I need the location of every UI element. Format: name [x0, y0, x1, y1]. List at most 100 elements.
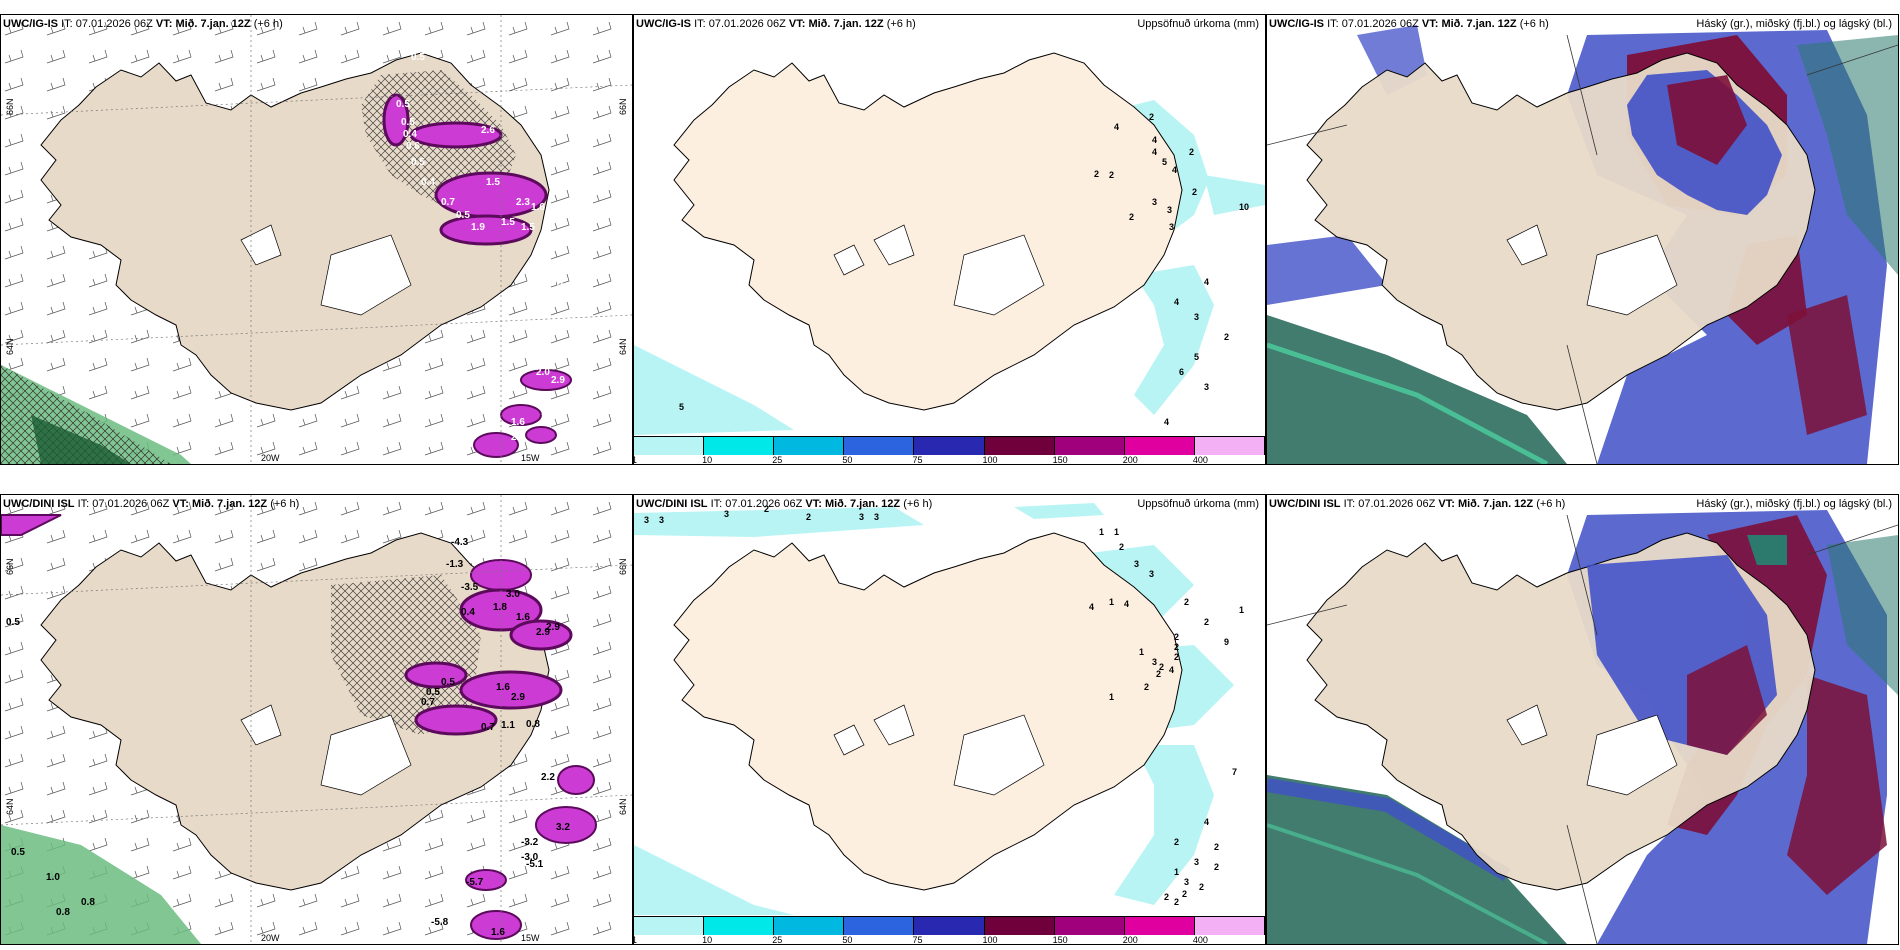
lat-label: 64N [5, 338, 15, 355]
precip-label: 7 [1232, 767, 1237, 777]
precip-label: 4 [1174, 297, 1179, 307]
temperature-label: 1.6 [516, 612, 530, 623]
temperature-label: 1.8 [493, 602, 507, 613]
precip-label: 2 [1199, 882, 1204, 892]
precip-label: 4 [1152, 147, 1157, 157]
precip-label: 6 [1179, 367, 1184, 377]
precip-label: 2 [1214, 862, 1219, 872]
precip-label: 3 [1184, 877, 1189, 887]
precip-label: 4 [1172, 165, 1177, 175]
temperature-label: 1.6 [511, 417, 525, 428]
temperature-label: 0.5 [456, 210, 470, 221]
colorbar-tick-label: 50 [842, 455, 853, 465]
panel-header: UWC/IG-IS IT: 07.01.2026 06Z VT: Mið. 7.… [3, 18, 283, 30]
temperature-label: 1.5 [486, 177, 500, 188]
temperature-label: 0.7 [551, 277, 565, 288]
map-canvas: -4.3-1.3-3.50.43.01.81.62.90.50.50.71.62… [1, 495, 632, 944]
map-canvas [1267, 510, 1898, 944]
map-canvas [1267, 25, 1898, 464]
colorbar-swatch [1124, 917, 1195, 935]
panel-ig-wind-temp: UWC/IG-IS IT: 07.01.2026 06Z VT: Mið. 7.… [0, 14, 633, 465]
precip-label: 3 [874, 512, 879, 522]
precip-label: 3 [1152, 197, 1157, 207]
temperature-label: 0.7 [441, 197, 455, 208]
temperature-label: 2.2 [541, 772, 555, 783]
precip-colorbar: 1 10 25 50 75 100 150 200 400 [634, 436, 1265, 464]
precip-label: 3 [659, 515, 664, 525]
lon-label: 15W [521, 933, 540, 943]
temperature-label: 3.5 [541, 412, 555, 423]
lat-label: 64N [618, 798, 628, 815]
lat-label: 66N [618, 558, 628, 575]
colorbar-swatch [704, 437, 775, 455]
temperature-label: 0.4 [461, 607, 475, 618]
colorbar-tick-label: 25 [772, 935, 783, 945]
precip-label: 3 [1149, 569, 1154, 579]
colorbar-tick-label: 100 [982, 455, 998, 465]
colorbar-tick-label: 400 [1192, 455, 1208, 465]
temperature-label: 1.5 [501, 217, 515, 228]
precip-label: 4 [1169, 665, 1174, 675]
colorbar-swatch [1194, 917, 1265, 935]
lat-label: 64N [618, 338, 628, 355]
precip-label: 2 [1174, 632, 1179, 642]
temperature-label: 0.8 [56, 907, 70, 918]
colorbar-swatch [774, 917, 845, 935]
temperature-label: -3.0 [521, 852, 539, 863]
precip-label: 3 [1152, 657, 1157, 667]
temperature-label: 2.0 [536, 367, 550, 378]
temperature-label: 2.6 [481, 125, 495, 136]
precip-label: 4 [1089, 602, 1094, 612]
temperature-label: 2.9 [526, 392, 540, 403]
panel-field-title: Uppsöfnuð úrkoma (mm) [1137, 498, 1259, 510]
temperature-label: 0.8 [526, 719, 540, 730]
temperature-label: 0.5 [441, 677, 455, 688]
colorbar-swatch [634, 437, 705, 455]
precip-label: 4 [1204, 817, 1209, 827]
temperature-label: 1.6 [531, 202, 545, 213]
precip-label: 3 [1204, 382, 1209, 392]
precip-label: 4 [1164, 417, 1169, 427]
temperature-label: 0.5 [6, 617, 20, 628]
colorbar-tick-label: 200 [1122, 935, 1138, 945]
lat-label: 66N [5, 98, 15, 115]
temperature-label: -4.3 [451, 537, 469, 548]
temperature-label: 2.9 [546, 622, 560, 633]
precip-label: 9 [1224, 637, 1229, 647]
panel-header: UWC/DINI ISL IT: 07.01.2026 06Z VT: Mið.… [3, 498, 300, 510]
temperature-label: 0.5 [396, 99, 410, 110]
colorbar-tick-label: 1 [634, 455, 637, 464]
panel-dini-wind-temp: UWC/DINI ISL IT: 07.01.2026 06Z VT: Mið.… [0, 494, 633, 945]
precip-label: 3 [724, 509, 729, 519]
lon-label: 15W [521, 453, 540, 463]
panel-ig-precip: UWC/IG-IS IT: 07.01.2026 06Z VT: Mið. 7.… [633, 14, 1266, 465]
colorbar-tick-label: 75 [912, 455, 923, 465]
precip-label: 4 [1204, 277, 1209, 287]
temperature-label: -5.8 [431, 917, 449, 928]
temperature-label: 3.2 [556, 822, 570, 833]
temperature-label: 2.9 [511, 692, 525, 703]
precip-label: 2 [1174, 652, 1179, 662]
temperature-label: 1.5 [521, 222, 535, 233]
precip-label: 4 [1114, 122, 1119, 132]
precip-label: 4 [1152, 135, 1157, 145]
colorbar-swatch [844, 917, 915, 935]
temperature-label: 0.5 [411, 157, 425, 168]
map-canvas: 0.50.50.50.50.40.60.50.42.61.50.70.51.9 1… [1, 15, 632, 464]
precip-label: 5 [679, 402, 684, 412]
colorbar-swatch [704, 917, 775, 935]
colorbar-tick-label: 150 [1052, 455, 1068, 465]
temperature-label: 0.8 [81, 897, 95, 908]
precip-label: 2 [1174, 642, 1179, 652]
colorbar-swatch [1124, 437, 1195, 455]
precip-label: 3 [1194, 312, 1199, 322]
precip-label: 1 [1239, 605, 1244, 615]
precip-label: 10 [1239, 202, 1249, 212]
temperature-label: 0.4 [421, 177, 435, 188]
lat-label: 64N [5, 798, 15, 815]
colorbar-swatch [1194, 437, 1265, 455]
temperature-label: 2.9 [551, 375, 565, 386]
precip-label: 2 [1094, 169, 1099, 179]
temperature-label: 2.8 [511, 432, 525, 443]
